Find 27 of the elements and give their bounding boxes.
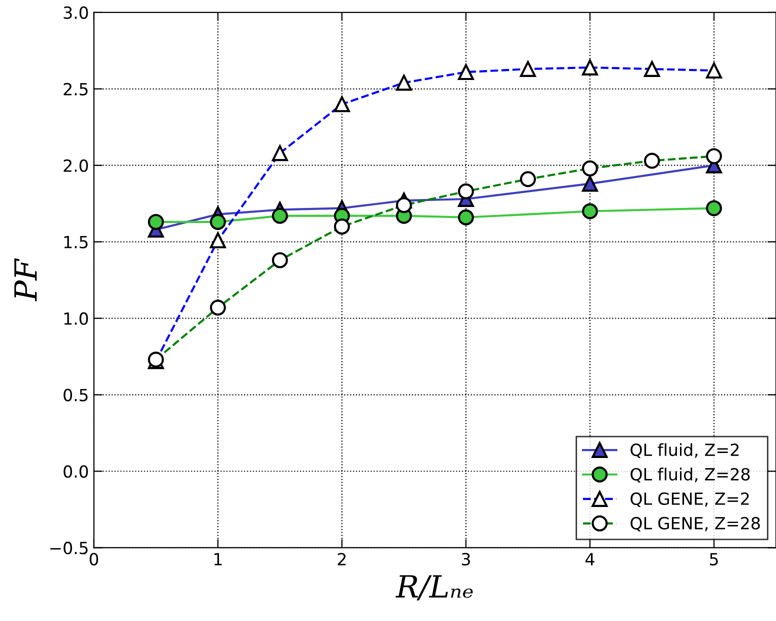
x-tick-label: 3 bbox=[462, 552, 470, 566]
point bbox=[706, 200, 722, 216]
x-tick-label: 2 bbox=[338, 552, 346, 566]
legend-label: QL fluid, Z=2 bbox=[630, 443, 739, 458]
y-tick-label: 0.0 bbox=[64, 465, 88, 478]
x-axis-title: R/Lₙₑ bbox=[396, 575, 473, 600]
legend-label: QL GENE, Z=28 bbox=[630, 516, 760, 532]
legend-label: QL GENE, Z=2 bbox=[630, 492, 749, 507]
point bbox=[210, 214, 226, 230]
x-tick-label: 0 bbox=[90, 552, 98, 566]
x-tick-label: 5 bbox=[710, 553, 718, 566]
point bbox=[458, 209, 474, 226]
y-tick-label: −0.5 bbox=[50, 542, 88, 554]
y-tick-label: 1.0 bbox=[64, 312, 88, 325]
point bbox=[272, 208, 288, 224]
y-tick-label: 1.5 bbox=[64, 236, 88, 248]
y-tick-label: 0.5 bbox=[64, 388, 88, 402]
y-tick-label: 2.5 bbox=[64, 82, 88, 96]
x-tick-label: 1 bbox=[214, 553, 222, 566]
y-axis-title: PF bbox=[14, 258, 37, 302]
y-tick-label: 2.0 bbox=[64, 159, 88, 172]
point bbox=[582, 203, 598, 220]
x-tick-label: 4 bbox=[585, 553, 594, 566]
y-tick-label: 3.0 bbox=[64, 6, 88, 19]
point bbox=[148, 214, 164, 230]
legend-label: QL fluid, Z=28 bbox=[630, 468, 750, 482]
point bbox=[582, 176, 598, 192]
